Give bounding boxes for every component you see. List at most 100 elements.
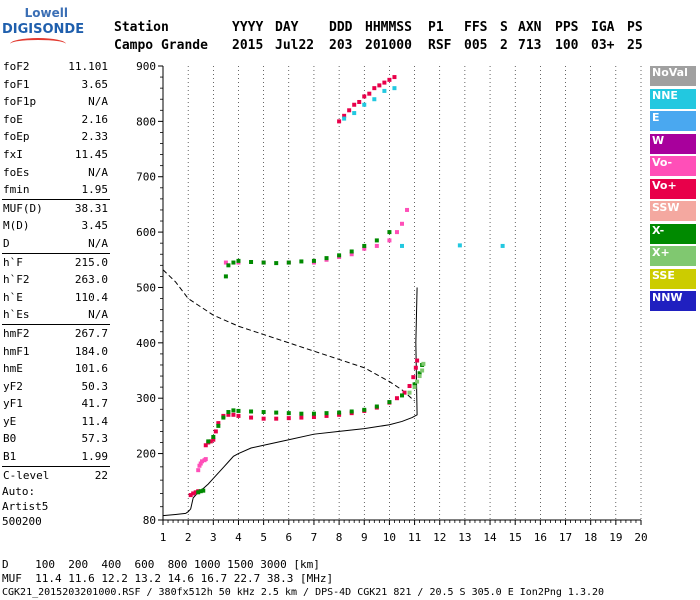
data-point — [193, 490, 198, 495]
param-row: foEp 2.33 — [2, 128, 110, 146]
legend-item-w: W — [650, 133, 696, 154]
param-value: 110.4 — [74, 290, 108, 304]
y-tick-label: 300 — [136, 392, 156, 405]
x-tick-label: 1 — [160, 531, 167, 544]
param-name: D — [3, 236, 10, 250]
data-point — [352, 102, 357, 107]
header-label-ps: PS — [627, 20, 643, 35]
data-point — [394, 230, 399, 235]
header-value-axn: 713 — [518, 38, 542, 53]
footer-distance-row: D 100 200 400 600 800 1000 1500 3000 [km… — [2, 558, 320, 571]
data-point — [374, 238, 379, 243]
param-value: N/A — [88, 236, 108, 250]
x-tick-label: 7 — [311, 531, 318, 544]
data-point — [213, 429, 218, 434]
param-name: M(D) — [3, 219, 30, 233]
y-tick-label: 500 — [136, 281, 156, 294]
data-point — [231, 412, 236, 417]
x-tick-label: 17 — [559, 531, 572, 544]
data-point — [342, 116, 347, 121]
param-value: 22 — [94, 468, 108, 482]
x-tick-label: 9 — [361, 531, 368, 544]
params-separator — [2, 323, 110, 325]
data-point — [311, 411, 316, 416]
data-point — [387, 400, 392, 405]
data-point — [342, 113, 347, 118]
x-tick-label: 20 — [634, 531, 647, 544]
data-point — [203, 457, 208, 462]
data-point — [417, 374, 422, 379]
param-value: 263.0 — [74, 273, 108, 287]
header-label-station: Station — [114, 20, 169, 35]
data-point — [411, 375, 416, 380]
param-value: 38.31 — [74, 201, 108, 215]
data-point — [223, 274, 228, 279]
data-point — [337, 119, 342, 124]
param-value: 11.45 — [74, 147, 108, 161]
data-point — [236, 258, 241, 263]
param-value: N/A — [88, 165, 108, 179]
param-value: N/A — [88, 95, 108, 109]
data-point — [352, 111, 357, 116]
scaled-parameters-panel: foF2 11.101 foF1 3.65 foF1p N/A foE 2.16 foEp 2.3… — [2, 58, 110, 484]
param-value: 41.7 — [81, 397, 109, 411]
param-row: yE 11.4 — [2, 413, 110, 431]
data-point — [367, 91, 372, 96]
x-tick-label: 18 — [584, 531, 597, 544]
data-point — [191, 491, 196, 496]
param-name: B0 — [3, 432, 17, 446]
data-point — [382, 88, 387, 93]
x-tick-label: 13 — [458, 531, 471, 544]
param-value: 3.65 — [81, 77, 109, 91]
data-point — [415, 379, 420, 384]
data-point — [337, 253, 342, 258]
legend-item-ssw: SSW — [650, 201, 696, 221]
params-separator — [2, 465, 110, 467]
param-name: hmF2 — [3, 326, 30, 340]
data-point — [261, 416, 266, 421]
data-point — [196, 468, 201, 473]
data-point — [382, 80, 387, 85]
data-point — [400, 393, 404, 398]
data-point — [405, 207, 410, 212]
param-name: foF2 — [3, 60, 30, 73]
param-row: B0 57.3 — [2, 430, 110, 448]
header-label-iga: IGA — [591, 20, 615, 35]
data-point — [400, 221, 404, 226]
data-point — [199, 459, 204, 464]
data-point — [198, 461, 203, 466]
header-label-p1: P1 — [428, 20, 444, 35]
param-name: B1 — [3, 450, 17, 464]
param-value: 11.4 — [81, 414, 109, 428]
data-point — [349, 249, 354, 254]
param-name: foE — [3, 112, 23, 126]
legend-item-vo-: Vo- — [650, 156, 696, 176]
data-point — [337, 412, 342, 417]
x-tick-label: 12 — [433, 531, 446, 544]
data-point — [387, 238, 392, 243]
data-point — [249, 415, 254, 420]
param-row: foF1p N/A — [2, 93, 110, 111]
data-point — [216, 421, 221, 426]
y-tick-label: 800 — [136, 115, 156, 128]
data-point — [226, 410, 231, 415]
params-separator — [2, 198, 110, 200]
logo-arc — [10, 38, 66, 50]
x-tick-label: 14 — [483, 531, 497, 544]
x-tick-label: 10 — [383, 531, 396, 544]
data-point — [387, 77, 392, 82]
header-label-yyyy: YYYY — [232, 20, 264, 35]
param-row: h`Es N/A — [2, 306, 110, 324]
data-point — [311, 258, 316, 263]
lowell-digisonde-logo: Lowell DIGISONDE — [2, 6, 84, 46]
param-name: h`F — [3, 255, 23, 269]
x-tick-label: 5 — [260, 531, 267, 544]
y-tick-label: 80 — [143, 514, 156, 527]
data-point — [261, 410, 266, 415]
header-value-s: 2 — [500, 38, 508, 53]
auto-version: 500200 — [2, 515, 42, 528]
data-point — [400, 243, 404, 248]
footer-file-row: CGK21_2015203201000.RSF / 380fx512h 50 k… — [2, 587, 605, 598]
x-tick-label: 2 — [185, 531, 192, 544]
x-tick-label: 19 — [609, 531, 622, 544]
